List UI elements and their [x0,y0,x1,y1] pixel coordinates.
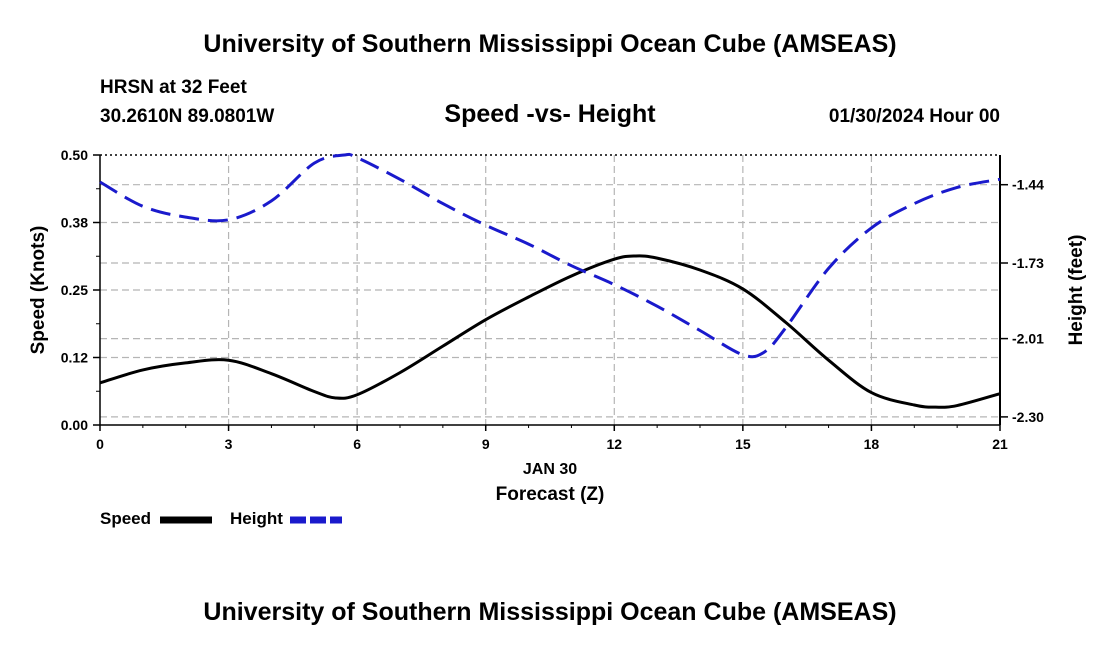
y-axis-right-label: Height (feet) [1066,235,1087,346]
station-label: HRSN at 32 Feet [100,77,247,98]
footer-title: University of Southern Mississippi Ocean… [203,598,897,626]
coordinates-label: 30.2610N 89.0801W [100,106,275,127]
y-right-tick-label: -2.30 [1012,409,1044,425]
x-tick-label: 0 [96,436,104,452]
y-right-tick-label: -1.73 [1012,255,1044,271]
x-axis-label: Forecast (Z) [496,484,605,505]
y-right-tick-label: -2.01 [1012,331,1044,347]
legend-height-label: Height [230,509,283,528]
series-line-height [99,152,1001,359]
x-tick-label: 21 [992,436,1008,452]
chart-title: Speed -vs- Height [444,100,656,128]
x-tick-label: 3 [225,436,233,452]
x-tick-label: 12 [606,436,622,452]
legend-speed-label: Speed [100,509,152,528]
y-left-tick-label: 0.00 [61,417,88,433]
y-right-tick-label: -1.44 [1012,177,1044,193]
y-left-tick-label: 0.25 [61,282,88,298]
y-left-tick-label: 0.50 [61,147,88,163]
y-left-tick-label: 0.12 [61,350,88,366]
x-tick-label: 15 [735,436,751,452]
page-title: University of Southern Mississippi Ocean… [203,30,897,58]
x-tick-label: 6 [353,436,361,452]
series-line-speed [99,254,1001,409]
y-axis-left-label: Speed (Knots) [28,226,49,355]
x-axis-date-label: JAN 30 [523,461,577,478]
date-label: 01/30/2024 Hour 00 [828,106,1000,127]
x-tick-label: 18 [864,436,880,452]
y-left-tick-label: 0.38 [61,215,88,231]
x-tick-label: 9 [482,436,490,452]
